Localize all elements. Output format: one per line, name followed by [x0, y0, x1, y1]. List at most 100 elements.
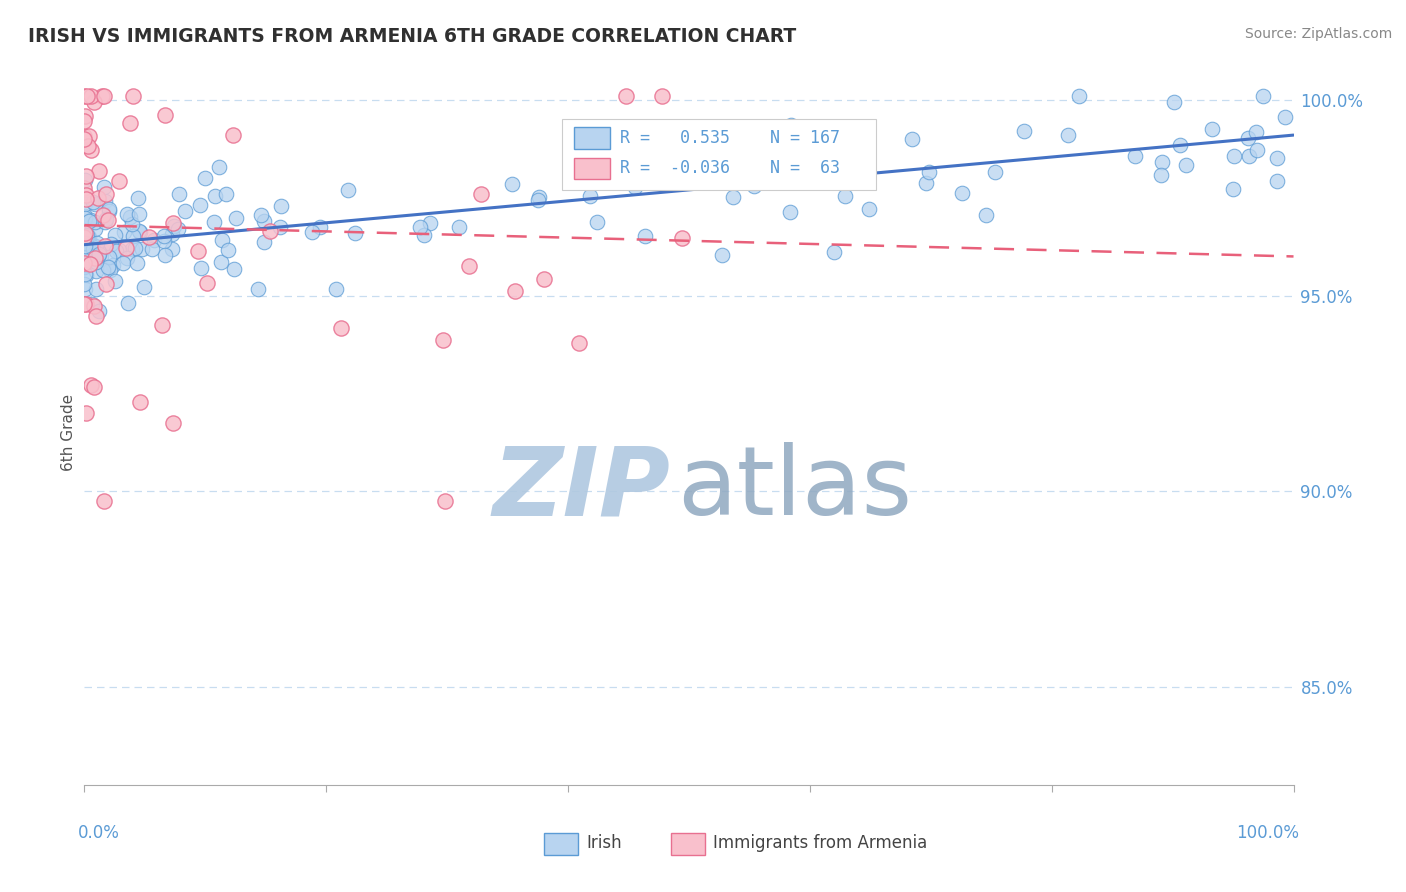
Point — [1057, 128, 1080, 142]
Point — [76, 89, 98, 103]
Point — [93, 89, 115, 103]
Point — [93, 493, 115, 508]
Point — [98, 202, 121, 217]
Point — [188, 198, 211, 212]
Text: R =  -0.036    N =  63: R = -0.036 N = 63 — [620, 160, 839, 178]
Point — [80, 212, 103, 227]
Point — [153, 108, 176, 122]
Point — [80, 144, 103, 158]
Point — [118, 210, 141, 224]
Bar — [562, 119, 876, 189]
Point — [433, 494, 456, 508]
Point — [128, 224, 150, 238]
Point — [83, 379, 105, 393]
Point — [1067, 89, 1090, 103]
Point — [301, 226, 323, 240]
Point — [73, 132, 96, 146]
Point — [73, 256, 96, 270]
Point — [129, 395, 152, 409]
Point — [82, 242, 104, 256]
Point — [330, 320, 353, 334]
Point — [222, 261, 245, 276]
Point — [671, 231, 693, 245]
Point — [503, 284, 526, 298]
Point — [1265, 151, 1288, 165]
Point — [1201, 122, 1223, 136]
Point — [153, 228, 176, 243]
Point — [104, 244, 127, 258]
Point — [914, 176, 936, 190]
Point — [1251, 89, 1274, 103]
Point — [197, 277, 219, 291]
Point — [204, 189, 226, 203]
Point — [76, 229, 98, 244]
Point — [73, 296, 96, 310]
Point — [94, 277, 117, 291]
Point — [91, 89, 114, 103]
Point — [77, 229, 100, 244]
Point — [1174, 158, 1197, 172]
Point — [87, 190, 110, 204]
Point — [125, 255, 148, 269]
Point — [84, 254, 107, 268]
Point — [662, 168, 685, 182]
Bar — [671, 833, 704, 855]
Point — [623, 173, 645, 187]
Text: IRISH VS IMMIGRANTS FROM ARMENIA 6TH GRADE CORRELATION CHART: IRISH VS IMMIGRANTS FROM ARMENIA 6TH GRA… — [28, 27, 796, 45]
Point — [1222, 182, 1244, 196]
Point — [225, 211, 247, 225]
Point — [152, 318, 174, 332]
Point — [73, 114, 96, 128]
Point — [75, 230, 97, 244]
Point — [134, 279, 156, 293]
Point — [73, 89, 96, 103]
Point — [1163, 95, 1185, 109]
Point — [779, 148, 801, 162]
Point — [73, 128, 96, 143]
Point — [432, 333, 454, 347]
Point — [90, 249, 112, 263]
Point — [79, 237, 101, 252]
Point — [84, 282, 107, 296]
Point — [84, 222, 107, 236]
Point — [834, 188, 856, 202]
Point — [586, 215, 609, 229]
Point — [101, 258, 124, 272]
Point — [721, 190, 744, 204]
Point — [976, 208, 998, 222]
Point — [419, 216, 441, 230]
Point — [1236, 131, 1258, 145]
Point — [77, 214, 100, 228]
Point — [162, 416, 184, 430]
Point — [73, 110, 96, 124]
Point — [458, 259, 481, 273]
Point — [98, 260, 121, 275]
Point — [84, 309, 107, 323]
Point — [75, 406, 97, 420]
Point — [167, 222, 190, 236]
Point — [1274, 110, 1296, 124]
Point — [83, 95, 105, 110]
Point — [209, 255, 232, 269]
Bar — [574, 128, 610, 149]
Point — [1265, 174, 1288, 188]
Point — [129, 225, 152, 239]
Point — [73, 232, 96, 246]
Point — [533, 271, 555, 285]
Point — [100, 237, 122, 252]
Point — [121, 242, 143, 256]
Point — [75, 243, 97, 257]
Point — [1246, 143, 1268, 157]
Point — [94, 187, 117, 202]
Point — [80, 377, 103, 392]
Point — [94, 239, 117, 253]
Point — [73, 258, 96, 272]
Point — [950, 186, 973, 201]
Point — [87, 248, 110, 262]
Point — [1012, 123, 1035, 137]
Point — [73, 230, 96, 244]
Point — [614, 89, 637, 103]
Point — [211, 233, 233, 247]
Point — [73, 235, 96, 250]
Point — [75, 239, 97, 253]
